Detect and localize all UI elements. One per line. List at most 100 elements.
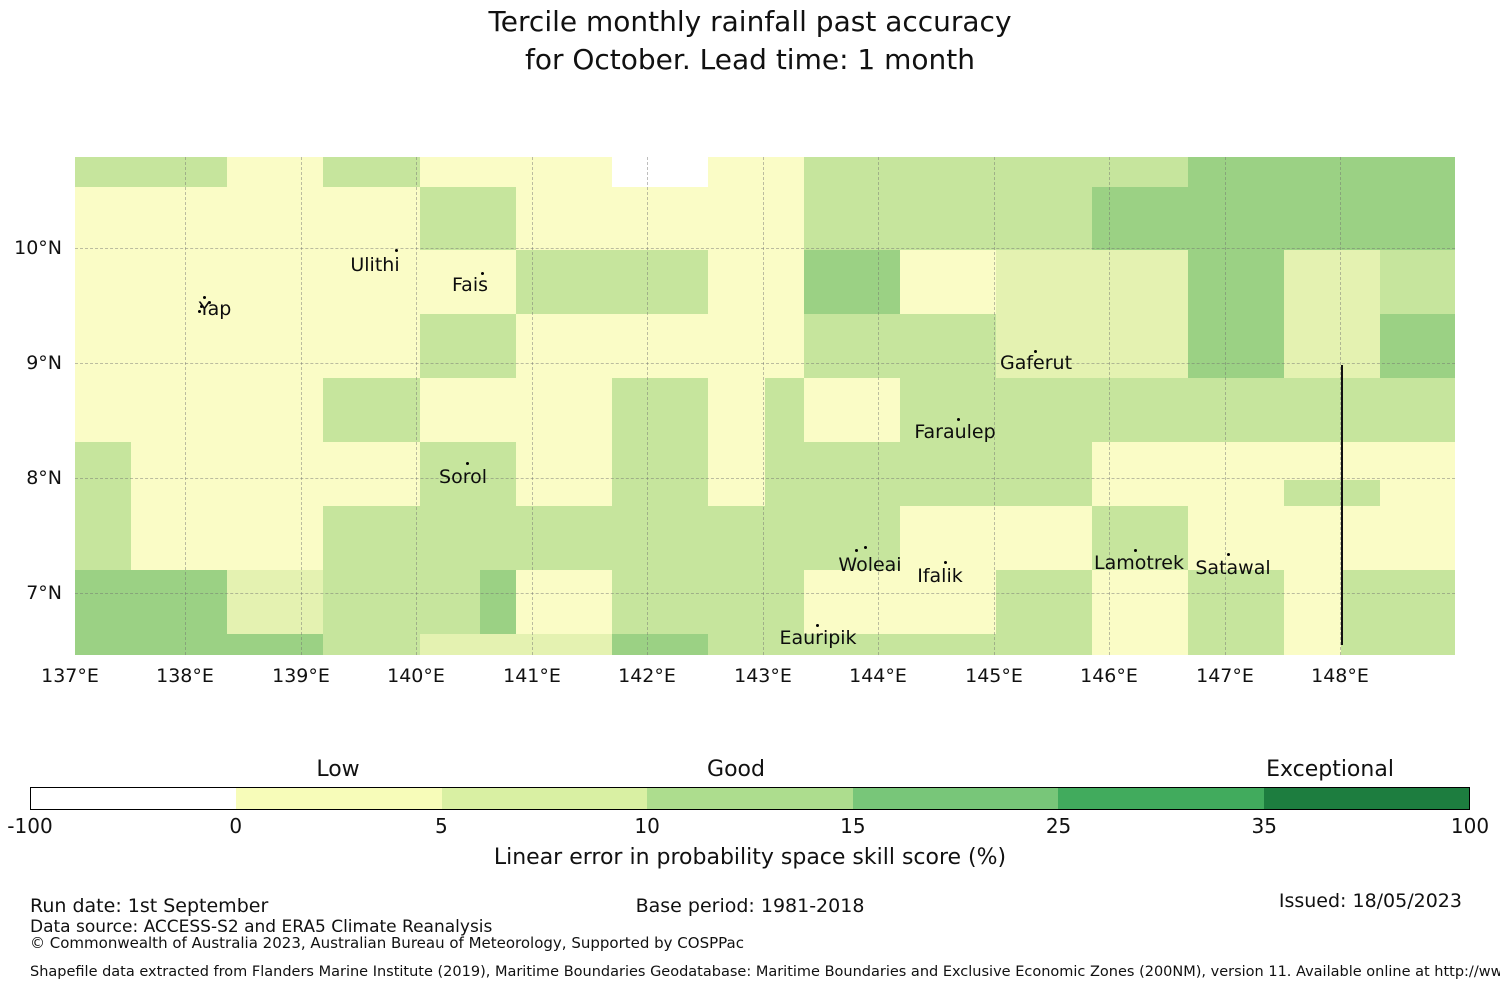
colorbar-axis-label: Linear error in probability space skill … (493, 845, 1007, 870)
map-cell (75, 634, 131, 655)
map-cell (420, 157, 516, 187)
island-marker-dot (1227, 553, 1230, 556)
map-cell (900, 634, 996, 655)
map-cell (516, 187, 612, 250)
map-cell (516, 634, 612, 655)
map-cell (1284, 506, 1380, 570)
x-axis-tick-label: 138°E (156, 665, 214, 687)
latitude-gridline (75, 248, 1455, 249)
x-axis-tick-label: 142°E (618, 665, 676, 687)
map-cell (804, 442, 900, 506)
run-date-text: Run date: 1st September (30, 895, 269, 917)
colorbar-segment (1058, 788, 1264, 809)
map-cell (323, 250, 420, 314)
island-marker-dot (200, 305, 203, 308)
colorbar-segment (1263, 788, 1469, 809)
map-cell (75, 250, 131, 314)
colorbar-tick-label: 100 (1450, 814, 1490, 838)
map-cell (516, 506, 612, 570)
colorbar-tick-label: -100 (7, 814, 53, 838)
map-cell (75, 570, 131, 634)
issued-date-text: Issued: 18/05/2023 (1278, 890, 1462, 912)
longitude-gridline (994, 157, 995, 655)
map-cell (131, 314, 227, 378)
map-cell (131, 442, 227, 506)
map-cell (516, 378, 612, 442)
colorbar-category-label: Exceptional (1266, 757, 1394, 782)
chart-title-line-1: Tercile monthly rainfall past accuracy (488, 5, 1012, 38)
map-cell (323, 187, 420, 250)
map-cell (900, 314, 996, 378)
x-axis-tick-label: 140°E (387, 665, 445, 687)
colorbar-segment (31, 788, 237, 809)
map-cell (708, 157, 804, 187)
map-cell (804, 634, 900, 655)
map-cell (323, 506, 420, 570)
map-cell (1188, 157, 1284, 187)
map-cell (1092, 442, 1188, 506)
island-label: Faraulep (914, 421, 996, 443)
map-cell (1092, 157, 1188, 187)
map-cell (131, 634, 227, 655)
island-label: Fais (451, 274, 489, 296)
map-cell (1284, 314, 1380, 378)
map-cell (75, 378, 131, 442)
island-marker-dot (944, 561, 947, 564)
map-cell (75, 157, 131, 187)
map-cell-patch (1341, 570, 1380, 655)
map-cell (804, 250, 900, 314)
map-cell (1380, 187, 1455, 250)
island-marker-dot (1034, 350, 1037, 353)
map-cell (804, 570, 900, 634)
longitude-gridline (301, 157, 302, 655)
map-cell (75, 187, 131, 250)
longitude-gridline (416, 157, 417, 655)
map-cell (227, 442, 323, 506)
map-cell (1380, 506, 1455, 570)
map-cell (323, 634, 420, 655)
colorbar-segment (852, 788, 1059, 809)
y-axis-tick-label: 9°N (26, 352, 62, 374)
base-period-text: Base period: 1981-2018 (635, 895, 865, 917)
map-cell (996, 250, 1092, 314)
map-cell (131, 250, 227, 314)
colorbar-category-label: Low (316, 757, 360, 782)
map-cell (1092, 570, 1188, 634)
colorbar-segment (441, 788, 648, 809)
colorbar-segment (647, 788, 853, 809)
x-axis-tick-label: 147°E (1196, 665, 1254, 687)
map-cell (323, 378, 420, 442)
map-cell (227, 506, 323, 570)
longitude-gridline (763, 157, 764, 655)
latitude-gridline (75, 363, 1455, 364)
map-cell (708, 314, 804, 378)
map-cell (420, 378, 516, 442)
map-cell (708, 506, 804, 570)
map-cell (1380, 378, 1455, 442)
island-marker-dot (864, 546, 867, 549)
island-label: Eauripik (779, 627, 857, 649)
map-cell (227, 187, 323, 250)
copyright-text: © Commonwealth of Australia 2023, Austra… (30, 934, 744, 952)
map-cell (900, 187, 996, 250)
y-axis-tick-label: 10°N (14, 237, 62, 259)
map-cell (900, 506, 996, 570)
map-cell (996, 442, 1092, 506)
eez-boundary-line (1341, 365, 1343, 645)
map-cell (708, 187, 804, 250)
island-marker-dot (208, 301, 211, 304)
x-axis-tick-label: 141°E (503, 665, 561, 687)
island-marker-dot (466, 462, 469, 465)
map-cell (1380, 314, 1455, 378)
map-cell (1380, 250, 1455, 314)
map-cell (1284, 378, 1380, 442)
map-cell (1380, 157, 1455, 187)
longitude-gridline (1340, 157, 1341, 655)
y-axis-tick-label: 8°N (26, 467, 62, 489)
colorbar-tick-label: 5 (435, 814, 448, 838)
map-cell (227, 314, 323, 378)
colorbar (30, 787, 1470, 810)
x-axis-tick-label: 137°E (41, 665, 99, 687)
island-marker-dot (1134, 549, 1137, 552)
map-cell (131, 570, 227, 634)
